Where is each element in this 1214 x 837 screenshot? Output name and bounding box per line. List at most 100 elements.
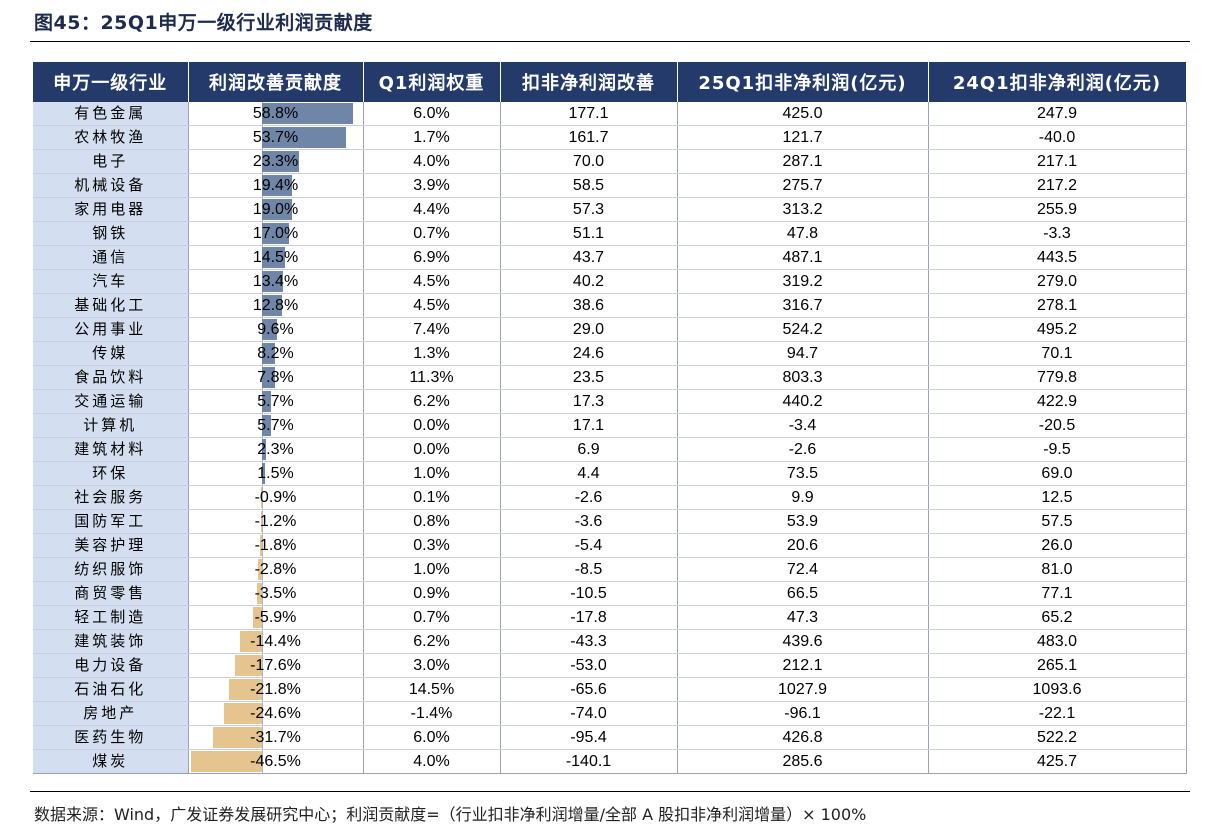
contribution-label: 5.7% [257, 393, 294, 410]
profit-24q1-cell: 1093.6 [928, 677, 1187, 702]
improvement-cell: -5.4 [500, 533, 678, 558]
improvement-cell: 29.0 [500, 317, 678, 342]
contribution-cell: -17.6% [188, 653, 364, 678]
industry-cell: 煤炭 [33, 749, 189, 774]
contribution-label: 17.0% [252, 225, 299, 242]
weight-cell: 4.0% [363, 749, 501, 774]
improvement-cell: -74.0 [500, 701, 678, 726]
contribution-cell: -24.6% [188, 701, 364, 726]
header-industry: 申万一级行业 [33, 62, 189, 102]
table-body: 有色金属 58.8% 6.0% 177.1 425.0 247.9 农林牧渔 53.7% 1.7… [33, 102, 1187, 774]
profit-25q1-cell: 319.2 [677, 269, 929, 294]
contribution-cell: -1.8% [188, 533, 364, 558]
industry-cell: 公用事业 [33, 317, 189, 342]
industry-cell: 农林牧渔 [33, 125, 189, 150]
profit-25q1-cell: 803.3 [677, 365, 929, 390]
table-row: 环保 1.5% 1.0% 4.4 73.5 69.0 [33, 461, 1187, 486]
contribution-cell: -14.4% [188, 629, 364, 654]
industry-cell: 食品饮料 [33, 365, 189, 390]
contribution-bar [262, 415, 272, 436]
profit-25q1-cell: 439.6 [677, 629, 929, 654]
contribution-cell: -5.9% [188, 605, 364, 630]
weight-cell: 1.7% [363, 125, 501, 150]
contribution-label: 2.3% [257, 441, 294, 458]
zero-axis [262, 582, 264, 605]
profit-25q1-cell: -3.4 [677, 413, 929, 438]
contribution-label: 58.8% [252, 105, 299, 122]
profit-24q1-cell: 483.0 [928, 629, 1187, 654]
profit-25q1-cell: 53.9 [677, 509, 929, 534]
improvement-cell: -17.8 [500, 605, 678, 630]
contribution-cell: 14.5% [188, 245, 364, 270]
source-note: 数据来源：Wind，广发证券发展研究中心；利润贡献度=（行业扣非净利润增量/全部… [34, 805, 867, 824]
improvement-cell: 4.4 [500, 461, 678, 486]
improvement-cell: 43.7 [500, 245, 678, 270]
contribution-label: 12.8% [252, 297, 299, 314]
industry-cell: 交通运输 [33, 389, 189, 414]
improvement-cell: 177.1 [500, 102, 678, 126]
profit-25q1-cell: 524.2 [677, 317, 929, 342]
weight-cell: 0.0% [363, 413, 501, 438]
contribution-bar [262, 367, 275, 388]
profit-24q1-cell: -3.3 [928, 221, 1187, 246]
table-row: 计算机 5.7% 0.0% 17.1 -3.4 -20.5 [33, 413, 1187, 438]
weight-cell: 3.9% [363, 173, 501, 198]
table-row: 通信 14.5% 6.9% 43.7 487.1 443.5 [33, 245, 1187, 270]
weight-cell: 0.9% [363, 581, 501, 606]
profit-24q1-cell: 422.9 [928, 389, 1187, 414]
footer-divider [30, 791, 1190, 792]
table-row: 传媒 8.2% 1.3% 24.6 94.7 70.1 [33, 341, 1187, 366]
improvement-cell: 6.9 [500, 437, 678, 462]
table-row: 电力设备 -17.6% 3.0% -53.0 212.1 265.1 [33, 653, 1187, 678]
improvement-cell: 40.2 [500, 269, 678, 294]
contribution-bar [235, 655, 263, 676]
table-row: 医药生物 -31.7% 6.0% -95.4 426.8 522.2 [33, 725, 1187, 750]
improvement-cell: -43.3 [500, 629, 678, 654]
contribution-label: -17.6% [250, 657, 301, 674]
profit-24q1-cell: -22.1 [928, 701, 1187, 726]
profit-24q1-cell: 522.2 [928, 725, 1187, 750]
contribution-cell: 1.5% [188, 461, 364, 486]
weight-cell: 1.0% [363, 461, 501, 486]
weight-cell: 3.0% [363, 653, 501, 678]
contribution-bar [262, 151, 299, 172]
contribution-bar [228, 679, 263, 700]
profit-24q1-cell: 278.1 [928, 293, 1187, 318]
zero-axis [262, 726, 264, 749]
table-row: 家用电器 19.0% 4.4% 57.3 313.2 255.9 [33, 197, 1187, 222]
industry-cell: 通信 [33, 245, 189, 270]
contribution-label: 53.7% [252, 129, 299, 146]
contribution-label: -24.6% [250, 705, 301, 722]
profit-24q1-cell: 217.2 [928, 173, 1187, 198]
weight-cell: 4.5% [363, 293, 501, 318]
contribution-cell: -1.2% [188, 509, 364, 534]
contribution-bar [258, 559, 263, 580]
profit-25q1-cell: -96.1 [677, 701, 929, 726]
industry-cell: 石油石化 [33, 677, 189, 702]
profit-25q1-cell: 487.1 [677, 245, 929, 270]
profit-25q1-cell: 47.8 [677, 221, 929, 246]
contribution-bar [224, 703, 263, 724]
contribution-cell: 53.7% [188, 125, 364, 150]
contribution-label: 13.4% [252, 273, 299, 290]
improvement-cell: 161.7 [500, 125, 678, 150]
contribution-cell: 9.6% [188, 317, 364, 342]
profit-25q1-cell: 285.6 [677, 749, 929, 774]
table-row: 有色金属 58.8% 6.0% 177.1 425.0 247.9 [33, 102, 1187, 126]
weight-cell: 6.2% [363, 389, 501, 414]
profit-24q1-cell: 247.9 [928, 102, 1187, 126]
table-row: 钢铁 17.0% 0.7% 51.1 47.8 -3.3 [33, 221, 1187, 246]
zero-axis [262, 606, 264, 629]
weight-cell: 1.0% [363, 557, 501, 582]
improvement-cell: 57.3 [500, 197, 678, 222]
profit-24q1-cell: 255.9 [928, 197, 1187, 222]
improvement-cell: 58.5 [500, 173, 678, 198]
table-row: 基础化工 12.8% 4.5% 38.6 316.7 278.1 [33, 293, 1187, 318]
contribution-label: -1.2% [254, 513, 297, 530]
profit-24q1-cell: 69.0 [928, 461, 1187, 486]
header-weight: Q1利润权重 [363, 62, 501, 102]
weight-cell: 7.4% [363, 317, 501, 342]
weight-cell: 6.0% [363, 102, 501, 126]
industry-cell: 家用电器 [33, 197, 189, 222]
table-row: 建筑装饰 -14.4% 6.2% -43.3 439.6 483.0 [33, 629, 1187, 654]
